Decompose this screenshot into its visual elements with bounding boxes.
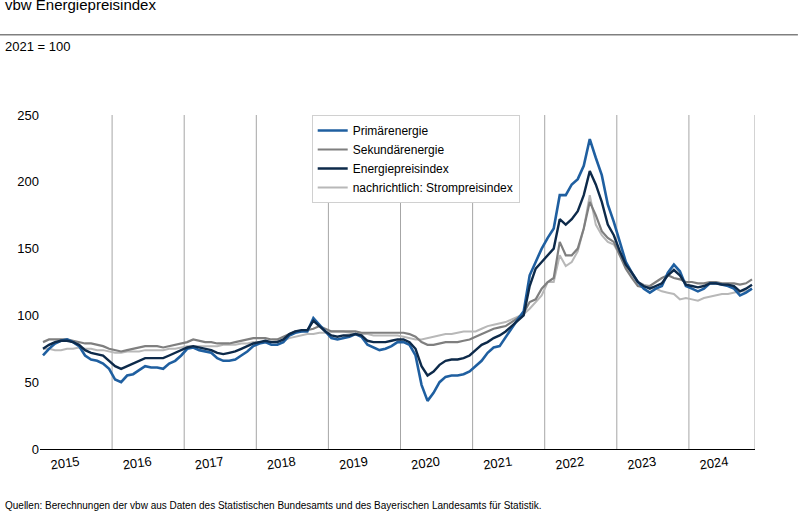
svg-text:2022: 2022 <box>554 454 585 473</box>
svg-text:Sekundärenergie: Sekundärenergie <box>353 143 445 157</box>
svg-text:150: 150 <box>17 241 39 256</box>
svg-text:2018: 2018 <box>266 454 297 473</box>
svg-text:2016: 2016 <box>122 454 153 473</box>
svg-text:Primärenergie: Primärenergie <box>353 124 429 138</box>
svg-text:2023: 2023 <box>626 454 657 473</box>
svg-text:100: 100 <box>17 308 39 323</box>
svg-text:vbw Energiepreisindex: vbw Energiepreisindex <box>5 0 156 13</box>
svg-text:Quellen: Berechnungen der vbw: Quellen: Berechnungen der vbw aus Daten … <box>5 500 541 511</box>
svg-text:50: 50 <box>25 375 39 390</box>
svg-text:2024: 2024 <box>699 454 730 473</box>
svg-text:250: 250 <box>17 108 39 123</box>
svg-text:2015: 2015 <box>50 454 81 473</box>
svg-text:nachrichtlich: Strompreisindex: nachrichtlich: Strompreisindex <box>353 181 513 195</box>
svg-text:2021 = 100: 2021 = 100 <box>5 39 70 54</box>
svg-text:2017: 2017 <box>194 454 225 473</box>
svg-text:200: 200 <box>17 174 39 189</box>
svg-text:2020: 2020 <box>410 454 441 473</box>
svg-text:2019: 2019 <box>338 454 369 473</box>
svg-text:0: 0 <box>32 442 39 457</box>
svg-text:2021: 2021 <box>482 454 513 473</box>
svg-text:Energiepreisindex: Energiepreisindex <box>353 162 449 176</box>
